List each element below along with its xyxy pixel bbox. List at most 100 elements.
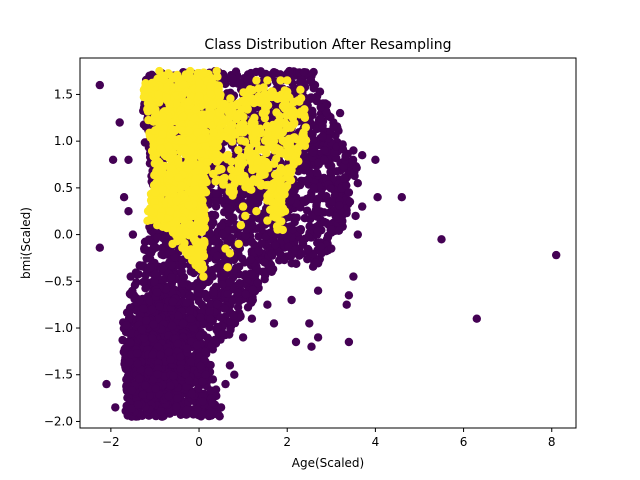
data-point	[184, 136, 193, 145]
data-point	[237, 152, 246, 162]
data-point	[313, 333, 323, 342]
data-point	[214, 88, 223, 97]
data-point	[371, 155, 380, 164]
data-point	[201, 291, 210, 300]
data-point	[300, 113, 310, 123]
data-point	[168, 297, 178, 306]
data-point	[252, 67, 261, 77]
data-point	[154, 118, 163, 127]
data-point	[236, 221, 246, 230]
data-point	[267, 123, 276, 132]
data-point	[227, 165, 236, 174]
data-point	[172, 210, 182, 219]
data-point	[125, 308, 134, 318]
data-point	[271, 240, 280, 250]
data-point	[156, 212, 165, 221]
x-tick-label: −2	[102, 435, 120, 449]
data-point	[206, 300, 215, 309]
data-point	[237, 105, 247, 114]
data-point	[147, 116, 156, 125]
data-point	[192, 340, 202, 350]
series-1-points	[139, 66, 311, 281]
data-point	[332, 167, 342, 176]
data-point	[229, 255, 239, 265]
data-point	[286, 252, 296, 261]
data-point	[261, 104, 270, 113]
data-point	[274, 118, 283, 127]
data-point	[210, 335, 219, 345]
data-point	[180, 192, 189, 201]
data-point	[273, 247, 283, 256]
data-point	[162, 82, 172, 92]
data-point	[243, 303, 253, 312]
y-axis-label: bmi(Scaled)	[19, 207, 33, 279]
data-point	[159, 124, 168, 133]
data-point	[198, 377, 207, 386]
data-point	[194, 260, 204, 269]
data-point	[146, 207, 155, 216]
data-point	[189, 410, 198, 419]
data-point	[194, 217, 204, 226]
data-point	[108, 155, 118, 164]
data-point	[182, 87, 192, 97]
data-point	[198, 120, 207, 130]
data-point	[338, 145, 348, 154]
data-point	[220, 99, 229, 109]
data-point	[219, 178, 228, 187]
data-point	[261, 69, 270, 79]
data-point	[168, 73, 178, 83]
data-point	[215, 412, 224, 421]
data-point	[269, 137, 279, 146]
data-point	[331, 212, 340, 221]
data-point	[212, 157, 222, 166]
data-point	[254, 232, 263, 241]
data-point	[275, 111, 284, 121]
data-point	[141, 381, 150, 390]
data-point	[152, 178, 161, 187]
data-point	[211, 196, 220, 205]
data-point	[165, 100, 174, 109]
data-point	[353, 230, 362, 239]
data-point	[173, 394, 182, 403]
data-point	[148, 304, 157, 314]
data-point	[169, 83, 178, 92]
data-point	[306, 76, 315, 86]
data-point	[238, 333, 248, 342]
data-point	[202, 165, 211, 174]
data-point	[309, 183, 318, 193]
data-point	[318, 121, 327, 130]
data-point	[178, 255, 187, 264]
data-point	[228, 74, 237, 84]
data-point	[198, 189, 207, 198]
plot-points	[95, 66, 561, 421]
data-point	[219, 132, 229, 141]
data-point	[203, 158, 212, 167]
data-point	[322, 107, 331, 117]
data-point	[309, 135, 318, 144]
data-point	[335, 108, 345, 118]
data-point	[288, 225, 297, 234]
data-point	[252, 207, 261, 216]
data-point	[296, 225, 306, 234]
data-point	[267, 183, 276, 192]
data-point	[313, 207, 323, 216]
data-point	[153, 233, 162, 242]
data-point	[209, 288, 218, 297]
data-point	[212, 263, 221, 273]
data-point	[224, 278, 234, 287]
data-point	[156, 407, 166, 416]
data-point	[188, 161, 197, 170]
y-tick-label: 0.5	[54, 181, 73, 195]
data-point	[149, 320, 158, 329]
data-point	[193, 384, 203, 393]
data-point	[397, 193, 406, 202]
data-point	[132, 349, 142, 358]
data-point	[224, 211, 234, 220]
data-point	[280, 207, 290, 216]
data-point	[253, 278, 263, 288]
data-point	[307, 342, 316, 351]
data-point	[139, 277, 148, 287]
data-point	[201, 370, 210, 379]
data-point	[247, 270, 257, 279]
data-point	[301, 123, 310, 132]
